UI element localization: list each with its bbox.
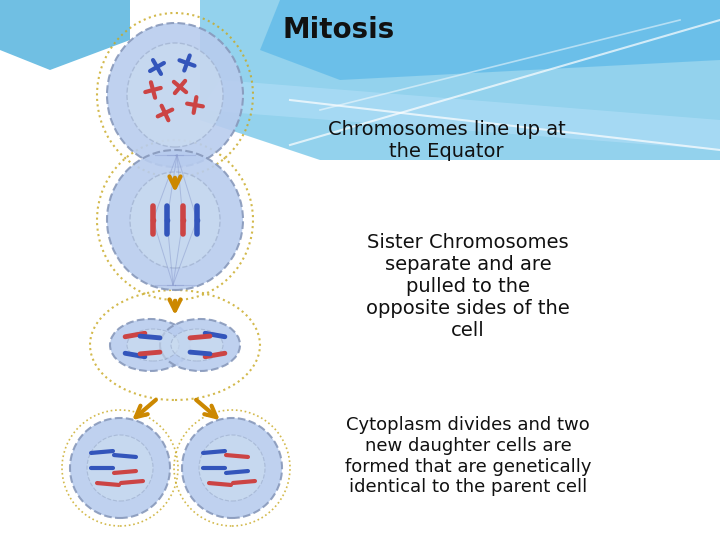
Polygon shape — [0, 0, 130, 70]
Ellipse shape — [127, 43, 223, 147]
Text: Cytoplasm divides and two
new daughter cells are
formed that are genetically
ide: Cytoplasm divides and two new daughter c… — [345, 416, 591, 496]
Ellipse shape — [107, 150, 243, 290]
Ellipse shape — [87, 435, 153, 501]
Ellipse shape — [160, 319, 240, 371]
Ellipse shape — [70, 418, 170, 518]
Ellipse shape — [182, 418, 282, 518]
Polygon shape — [260, 0, 720, 80]
Text: Mitosis: Mitosis — [282, 16, 395, 44]
Text: Chromosomes line up at
the Equator: Chromosomes line up at the Equator — [328, 120, 565, 161]
Ellipse shape — [199, 435, 265, 501]
Polygon shape — [200, 0, 720, 160]
Text: Sister Chromosomes
separate and are
pulled to the
opposite sides of the
cell: Sister Chromosomes separate and are pull… — [366, 233, 570, 340]
Ellipse shape — [110, 319, 190, 371]
Ellipse shape — [130, 172, 220, 268]
Ellipse shape — [107, 23, 243, 167]
Ellipse shape — [171, 329, 223, 361]
Polygon shape — [200, 80, 720, 150]
Ellipse shape — [127, 329, 179, 361]
